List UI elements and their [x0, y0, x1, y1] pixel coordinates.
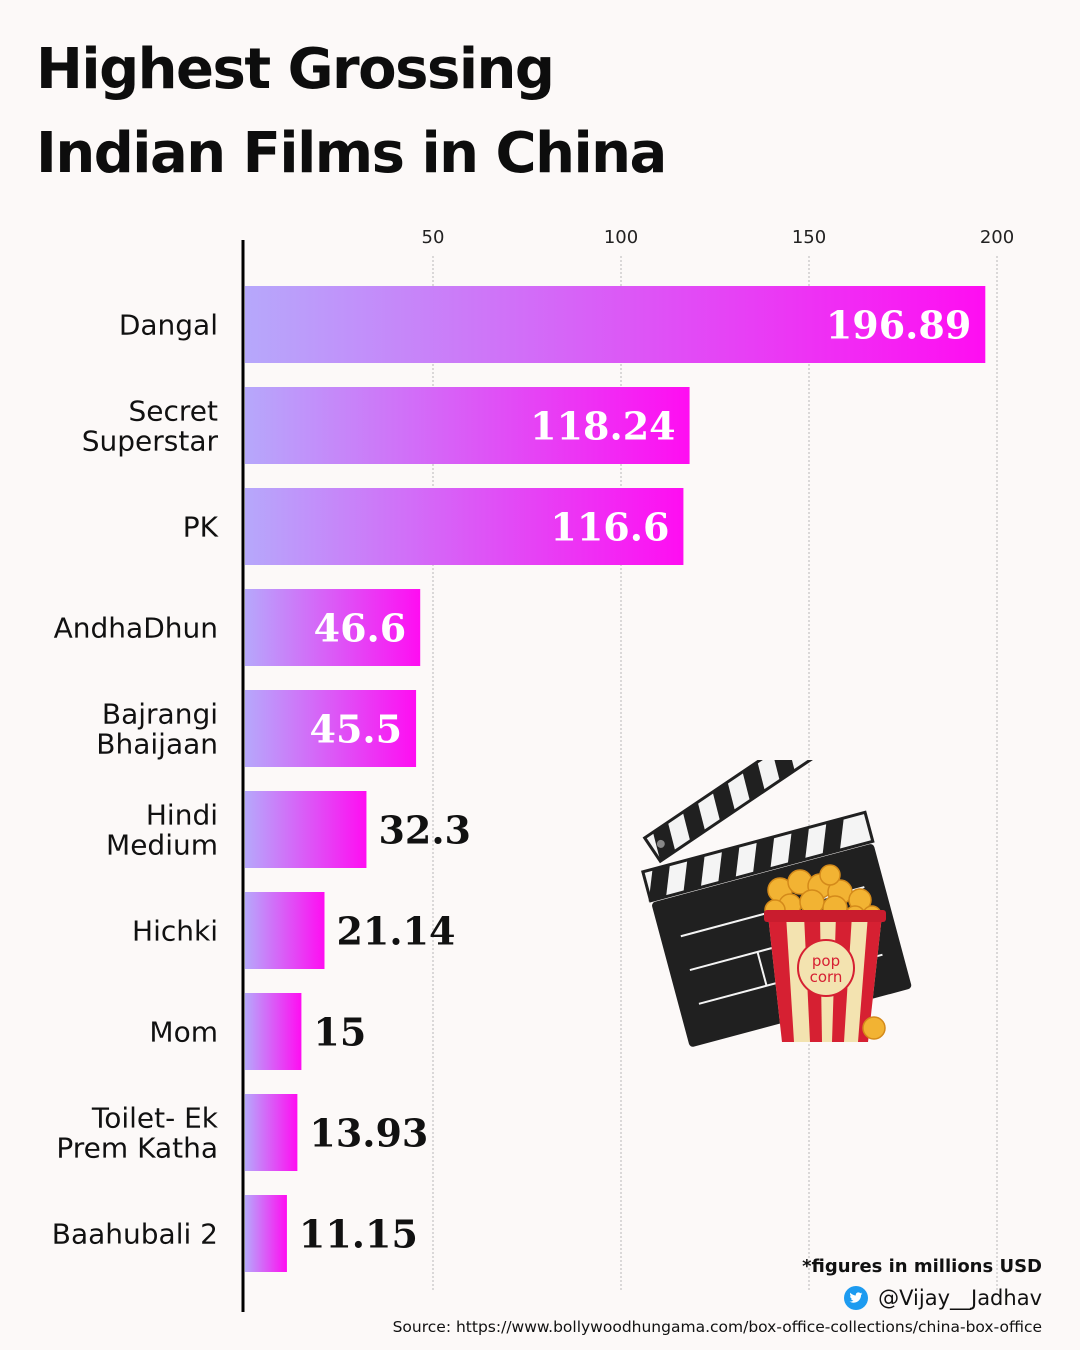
value-label: 11.15 [299, 1212, 418, 1257]
handle-text: @Vijay__Jadhav [878, 1286, 1042, 1310]
category-label-line: Medium [106, 829, 218, 862]
category-label-line: AndhaDhun [54, 612, 218, 645]
units-note: *figures in millions USD [802, 1256, 1042, 1277]
bar [245, 1094, 298, 1171]
category-label: Dangal [119, 309, 218, 342]
value-labels: 196.89 118.24 116.6 46.6 45.5 32.3 21.14 15 13.9… [299, 303, 971, 1257]
bar [245, 1195, 287, 1272]
clapperboard-popcorn-icon: pop corn [641, 760, 912, 1047]
bar [245, 387, 690, 464]
category-label: Hindi Medium [106, 799, 218, 862]
twitter-handle[interactable]: @Vijay__Jadhav [844, 1286, 1042, 1310]
x-tick-label: 200 [980, 227, 1014, 248]
bar [245, 690, 417, 767]
popcorn-text-2: corn [810, 968, 843, 986]
category-labels: Dangal Secret Superstar PK AndhaDhun Bajrangi… [52, 309, 219, 1251]
source-line: Source: https://www.bollywoodhungama.com… [392, 1318, 1042, 1336]
bar [245, 892, 325, 969]
category-label: Toilet- Ek Prem Katha [56, 1102, 218, 1165]
value-label: 32.3 [378, 808, 471, 853]
category-label: PK [183, 511, 219, 544]
category-label-line: Hichki [132, 915, 218, 948]
category-label-line: Prem Katha [56, 1132, 218, 1165]
category-label: Bajrangi Bhaijaan [96, 698, 218, 761]
bars [245, 286, 986, 1272]
category-label-line: Bhaijaan [96, 728, 218, 761]
twitter-icon [844, 1286, 869, 1310]
value-label: 196.89 [826, 303, 971, 348]
title-line-2: Indian Films in China [36, 121, 667, 186]
x-tick-label: 150 [792, 227, 826, 248]
value-label: 46.6 [314, 606, 407, 651]
bar [245, 286, 986, 363]
x-tick-label: 100 [604, 227, 638, 248]
x-tick-label: 50 [422, 227, 445, 248]
category-label-line: PK [183, 511, 219, 544]
category-label: Baahubali 2 [52, 1218, 218, 1251]
x-axis-ticks: 50 100 150 200 [422, 227, 1015, 248]
bar [245, 488, 684, 565]
category-label: Mom [149, 1016, 218, 1049]
category-label-line: Baahubali 2 [52, 1218, 218, 1251]
category-label-line: Dangal [119, 309, 218, 342]
value-label: 15 [313, 1010, 366, 1055]
value-label: 21.14 [336, 909, 455, 954]
category-label: Hichki [132, 915, 218, 948]
title-line-1: Highest Grossing [36, 37, 555, 102]
category-label-line: Bajrangi [102, 698, 218, 731]
popcorn-text-1: pop [812, 952, 840, 970]
bar [245, 589, 421, 666]
bar [245, 993, 302, 1070]
bar [245, 791, 367, 868]
page-title: Highest Grossing Indian Films in China [36, 28, 936, 196]
category-label-line: Secret [129, 395, 219, 428]
category-label-line: Mom [149, 1016, 218, 1049]
value-label: 45.5 [310, 707, 403, 752]
category-label-line: Toilet- Ek [91, 1102, 219, 1135]
category-label-line: Hindi [146, 799, 218, 832]
category-label: AndhaDhun [54, 612, 218, 645]
value-label: 116.6 [550, 505, 669, 550]
category-label-line: Superstar [82, 425, 219, 458]
value-label: 118.24 [530, 404, 675, 449]
category-label: Secret Superstar [82, 395, 219, 458]
value-label: 13.93 [309, 1111, 428, 1156]
